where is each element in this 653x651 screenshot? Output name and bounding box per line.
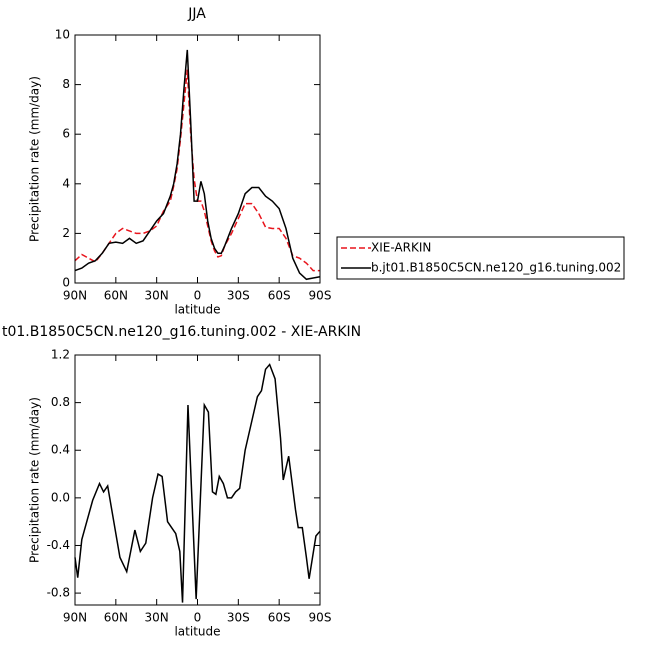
x-tick-label: 90N (63, 289, 87, 303)
y-tick-label: -0.8 (47, 586, 70, 600)
data-line (74, 69, 320, 272)
y-tick-label: 1.2 (51, 348, 70, 362)
y-tick-label: 2 (62, 226, 70, 240)
x-tick-label: 60N (104, 611, 128, 625)
data-line (74, 363, 321, 603)
x-tick-label: 60S (268, 611, 291, 625)
chart-title: JJA (187, 6, 206, 22)
x-axis-label: latitude (174, 303, 220, 317)
y-tick-label: -0.4 (47, 538, 70, 552)
legend-box (336, 236, 625, 280)
y-tick-label: 8 (62, 77, 70, 91)
y-tick-label: 10 (55, 28, 70, 42)
x-tick-label: 30N (145, 289, 169, 303)
x-tick-label: 90S (309, 611, 332, 625)
x-tick-label: 0 (194, 289, 202, 303)
data-line (74, 49, 321, 281)
x-tick-label: 90N (63, 611, 87, 625)
x-axis-label: latitude (174, 625, 220, 639)
plot-frame (74, 354, 321, 606)
x-tick-label: 60S (268, 289, 291, 303)
y-tick-label: 0 (62, 276, 70, 290)
y-tick-label: 0.0 (51, 490, 70, 504)
chart-title: t01.B1850C5CN.ne120_g16.tuning.002 - XIE… (2, 324, 361, 340)
x-tick-label: 0 (194, 611, 202, 625)
y-tick-label: 6 (62, 127, 70, 141)
x-tick-label: 60N (104, 289, 128, 303)
x-tick-label: 30N (145, 611, 169, 625)
y-tick-label: 0.4 (51, 443, 70, 457)
y-tick-label: 4 (62, 176, 70, 190)
x-tick-label: 30S (227, 289, 250, 303)
y-axis-label: Precipitation rate (mm/day) (28, 76, 42, 242)
x-tick-label: 30S (227, 611, 250, 625)
plot-frame (74, 34, 321, 284)
legend-label: b.jt01.B1850C5CN.ne120_g16.tuning.002 (371, 261, 621, 275)
x-tick-label: 90S (309, 289, 332, 303)
y-tick-label: 0.8 (51, 395, 70, 409)
y-axis-label: Precipitation rate (mm/day) (28, 397, 42, 563)
legend-label: XIE-ARKIN (371, 241, 431, 255)
